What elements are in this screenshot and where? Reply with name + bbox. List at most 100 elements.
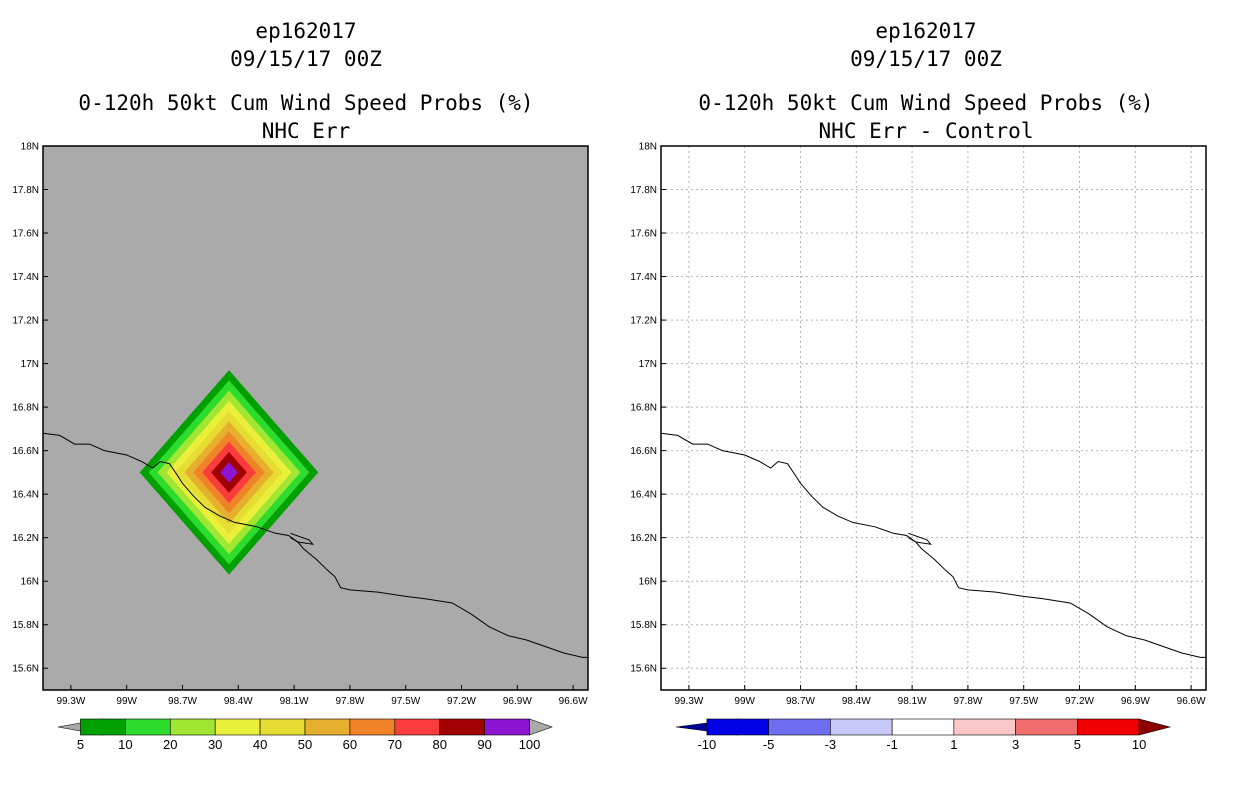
colorbar-label: 10	[1132, 737, 1146, 752]
title-subtitle: NHC Err - Control	[819, 119, 1034, 143]
x-tick-label: 99W	[734, 696, 755, 707]
y-tick-label: 15.8N	[12, 620, 39, 631]
title-subtitle: NHC Err	[262, 119, 351, 143]
colorbar-swatch	[830, 718, 893, 736]
colorbar-swatch	[80, 718, 126, 736]
plot-area	[661, 146, 1206, 690]
y-tick-label: 16.4N	[630, 490, 657, 501]
colorbar-swatch	[169, 718, 216, 736]
colorbar-label: 60	[343, 737, 357, 752]
y-tick-label: 17.2N	[630, 316, 657, 327]
colorbar: -10 -5 -3 -1 1 3 5 10	[675, 718, 1172, 752]
colorbar-label: 80	[432, 737, 446, 752]
colorbar-swatch	[214, 718, 261, 736]
y-tick-label: 17N	[21, 359, 39, 370]
colorbar-swatch	[259, 718, 306, 736]
x-tick-label: 97.8W	[953, 696, 982, 707]
plot-background	[661, 146, 1206, 690]
y-tick-label: 16.8N	[630, 403, 657, 414]
title-product: 0-120h 50kt Cum Wind Speed Probs (%)	[78, 91, 533, 115]
x-tick-label: 97.5W	[1009, 696, 1038, 707]
y-tick-label: 17.8N	[630, 185, 657, 196]
plot-frame	[42, 145, 589, 691]
colorbar-label: -10	[697, 737, 716, 752]
title-product: 0-120h 50kt Cum Wind Speed Probs (%)	[698, 91, 1153, 115]
colorbar-label: -5	[763, 737, 775, 752]
x-tick-label: 98.1W	[280, 696, 309, 707]
y-tick-label: 16.6N	[12, 446, 39, 457]
y-tick-label: 15.6N	[630, 664, 657, 675]
prob-contour-90	[220, 462, 238, 483]
x-tick-label: 98.7W	[168, 696, 197, 707]
colorbar-label: 5	[77, 737, 84, 752]
panel-nhc-err-minus-control: ep162017 09/15/17 00Z 0-120h 50kt Cum Wi…	[630, 19, 1207, 752]
plot-frame	[660, 145, 1207, 691]
x-tick-label: 98.1W	[898, 696, 927, 707]
colorbar-swatch	[439, 718, 485, 736]
y-tick-label: 16.2N	[12, 533, 39, 544]
title-datetime: 09/15/17 00Z	[230, 47, 382, 71]
colorbar-swatch	[1015, 718, 1078, 736]
x-tick-label: 99.3W	[56, 696, 85, 707]
x-tick-label: 97.2W	[1065, 696, 1094, 707]
y-tick-label: 18N	[21, 142, 39, 153]
y-tick-label: 17.2N	[12, 316, 39, 327]
y-tick-label: 17N	[639, 359, 657, 370]
y-tick-label: 17.6N	[630, 229, 657, 240]
y-tick-label: 17.8N	[12, 185, 39, 196]
colorbar-label: 90	[477, 737, 491, 752]
x-tick-label: 97.5W	[391, 696, 420, 707]
colorbar-swatch	[706, 718, 769, 736]
y-tick-label: 18N	[639, 142, 657, 153]
colorbar: 5 10 20 30 40 50 60 70 80 90 100	[57, 718, 553, 752]
y-tick-label: 16.2N	[630, 533, 657, 544]
x-tick-label: 97.2W	[447, 696, 476, 707]
title-storm-id: ep162017	[255, 19, 356, 43]
colorbar-swatch	[484, 718, 530, 736]
y-tick-label: 17.6N	[12, 229, 39, 240]
colorbar-extend-high	[529, 718, 553, 736]
y-tick-label: 17.4N	[630, 272, 657, 283]
colorbar-label: -1	[886, 737, 898, 752]
colorbar-label: 10	[118, 737, 132, 752]
colorbar-swatch	[1077, 718, 1140, 736]
plot-background	[43, 146, 588, 690]
plot-area	[43, 370, 588, 658]
colorbar-swatch	[125, 718, 171, 736]
x-tick-label: 98.7W	[786, 696, 815, 707]
colorbar-label: 40	[253, 737, 267, 752]
title-datetime: 09/15/17 00Z	[850, 47, 1002, 71]
y-tick-label: 16.8N	[12, 403, 39, 414]
colorbar-label: 30	[208, 737, 222, 752]
x-tick-label: 96.6W	[1177, 696, 1206, 707]
coast-islet	[908, 532, 932, 545]
x-tick-label: 99.3W	[674, 696, 703, 707]
x-tick-label: 96.6W	[559, 696, 588, 707]
colorbar-label: 50	[298, 737, 312, 752]
colorbar-label: 3	[1012, 737, 1019, 752]
colorbar-swatch	[953, 718, 1016, 736]
panel-nhc-err: ep162017 09/15/17 00Z 0-120h 50kt Cum Wi…	[12, 19, 589, 752]
colorbar-label: 1	[950, 737, 957, 752]
y-tick-label: 15.8N	[630, 620, 657, 631]
colorbar-label: 5	[1074, 737, 1081, 752]
y-tick-label: 17.4N	[12, 272, 39, 283]
x-tick-label: 97.8W	[335, 696, 364, 707]
y-tick-label: 16N	[21, 577, 39, 588]
colorbar-extend-high	[1138, 718, 1172, 736]
colorbar-swatch	[394, 718, 441, 736]
y-tick-label: 16.6N	[630, 446, 657, 457]
colorbar-label: -3	[825, 737, 837, 752]
x-tick-label: 96.9W	[503, 696, 532, 707]
coast-islet	[290, 532, 314, 545]
y-tick-label: 16.4N	[12, 490, 39, 501]
x-tick-label: 98.4W	[224, 696, 253, 707]
y-tick-label: 15.6N	[12, 664, 39, 675]
colorbar-label: 100	[519, 737, 541, 752]
colorbar-swatch	[891, 718, 955, 736]
y-tick-label: 16N	[639, 577, 657, 588]
colorbar-label: 70	[388, 737, 402, 752]
x-tick-label: 99W	[116, 696, 137, 707]
colorbar-label: 20	[163, 737, 177, 752]
